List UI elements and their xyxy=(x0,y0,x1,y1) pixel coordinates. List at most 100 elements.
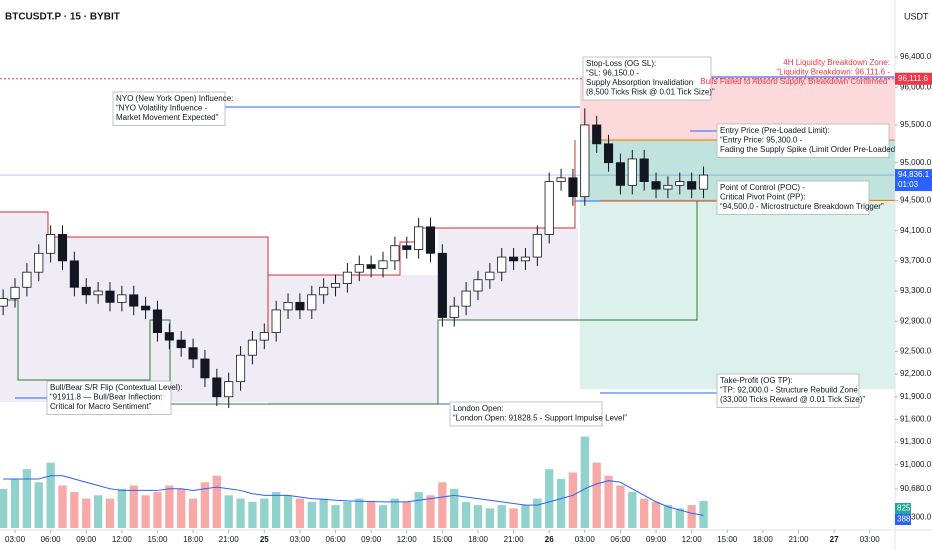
shade xyxy=(0,212,48,402)
candle-body xyxy=(176,339,186,349)
x-tick-label: 03:00 xyxy=(575,535,596,544)
volume-bar xyxy=(200,482,210,528)
candle-body xyxy=(152,309,163,333)
volume-bar xyxy=(687,505,696,528)
price-tag-countdown: 01:03 xyxy=(898,180,919,189)
volume-bar xyxy=(545,469,554,528)
volume-tag-label: 825 xyxy=(897,504,911,513)
volume-bar xyxy=(497,505,506,528)
candle-body xyxy=(663,184,673,190)
volume-bar xyxy=(153,492,162,528)
price-tag xyxy=(895,169,932,192)
chart-title: BTCUSDT.P · 15 · BYBIT xyxy=(5,12,120,23)
currency: USDT xyxy=(904,11,929,21)
candle-body xyxy=(580,124,590,198)
candle-body xyxy=(615,162,625,186)
annotation-box xyxy=(112,91,226,126)
volume-bar xyxy=(461,501,471,528)
annotation-box xyxy=(716,123,890,158)
shade xyxy=(268,275,438,405)
annotation-text: 4H Liquidity Breakdown Zone: xyxy=(783,58,890,67)
volume-bar xyxy=(580,436,589,528)
volume-bar xyxy=(129,485,138,528)
x-tick-label: 09:00 xyxy=(76,535,97,544)
candle-body xyxy=(402,245,412,250)
candle-body xyxy=(259,332,269,341)
candle-body xyxy=(212,377,222,398)
marks xyxy=(0,108,709,528)
candle-body xyxy=(639,158,649,182)
volume-bar xyxy=(426,495,435,528)
annotation-text: “SL: 96,150.0 - xyxy=(586,69,639,78)
volume-bar xyxy=(640,498,649,528)
annotation-text: “94,500.0 - Microstructure Breakdown Tri… xyxy=(720,202,884,211)
annotation-text: “Entry Price: 95,300.0 - xyxy=(720,136,803,145)
x-tick-label: 03:00 xyxy=(290,535,311,544)
x-tick-label: 09:00 xyxy=(361,535,382,544)
y-tick-label: 92,200.0 xyxy=(900,369,932,378)
y-tick-label: 96,400.0 xyxy=(900,52,932,61)
x-tick-label: 21:00 xyxy=(504,535,525,544)
annotation-text: “London Open: 91828.5 - Support Impulse … xyxy=(453,414,627,423)
candle-body xyxy=(10,286,20,299)
annotation-text: NYO (New York Open) Influence: xyxy=(116,94,233,103)
candle-body xyxy=(592,124,602,145)
volume-bar xyxy=(343,501,352,528)
candle-body xyxy=(520,256,531,262)
volume-ma xyxy=(3,475,704,516)
candle-body xyxy=(414,226,424,250)
y-tick-label: 91,000.0 xyxy=(900,460,932,469)
x-tick-label: 15:00 xyxy=(432,535,453,544)
shade xyxy=(438,228,578,320)
axis: 96,400.0 96,000.0 95,500.0 95,000.0 94,500.0… xyxy=(5,52,932,544)
volume-bar xyxy=(402,501,411,528)
candle-body xyxy=(425,226,436,254)
volume-bar xyxy=(295,498,305,528)
volume-bar xyxy=(236,498,245,528)
annotation-box xyxy=(46,380,172,415)
annotations: NYO (New York Open) Influence:“NYO Volat… xyxy=(46,56,901,427)
volume-bar xyxy=(485,508,495,528)
annotation-text: Bulls Failed to Absorb Supply, Breakdown… xyxy=(700,77,890,86)
candle-body xyxy=(568,177,578,198)
volume-bar xyxy=(521,505,530,528)
volume-bar xyxy=(46,462,55,528)
candle-body xyxy=(224,381,234,398)
x-tick-label: 15:00 xyxy=(717,535,738,544)
volume-bar xyxy=(34,482,43,528)
candle-body xyxy=(342,271,352,284)
volume-bar xyxy=(592,462,601,528)
candle-body xyxy=(271,309,281,333)
candle-body xyxy=(57,234,68,262)
x-tick-label: 15:00 xyxy=(147,535,168,544)
x-tick-label: 03:00 xyxy=(860,535,881,544)
volume-bar xyxy=(188,498,198,528)
candle-body xyxy=(46,234,56,254)
annotation-text: “Liquidity Breakdown: 96,111.6 - xyxy=(776,68,890,77)
volume-bar xyxy=(248,501,257,528)
volume-bar xyxy=(0,488,8,528)
x-tick-label: 25 xyxy=(260,535,269,544)
volume-bar xyxy=(212,475,221,528)
volume-bar xyxy=(260,498,269,528)
volume-bar xyxy=(414,492,423,528)
price-axis-bg xyxy=(895,0,932,550)
candle-body xyxy=(69,260,79,288)
volume-bar xyxy=(438,482,447,528)
candle-body xyxy=(236,354,246,383)
candle-body xyxy=(141,305,151,311)
volume-bar xyxy=(82,498,91,528)
candle-body xyxy=(509,256,519,262)
x-tick-label: 12:00 xyxy=(682,535,703,544)
annotation-text: Critical for Macro Sentiment” xyxy=(50,402,152,411)
candle-body xyxy=(105,290,115,303)
candle-body xyxy=(532,234,542,258)
y-tick-label: 91,300.0 xyxy=(900,437,932,446)
y-tick-label: 90,300.0 xyxy=(900,513,932,522)
volume-bar xyxy=(165,485,174,528)
candle-body xyxy=(627,158,637,186)
y-tick-label: 94,500.0 xyxy=(900,196,932,205)
volume-ma-tag-label: 388 xyxy=(897,515,911,524)
y-tick-label: 95,000.0 xyxy=(900,158,932,167)
